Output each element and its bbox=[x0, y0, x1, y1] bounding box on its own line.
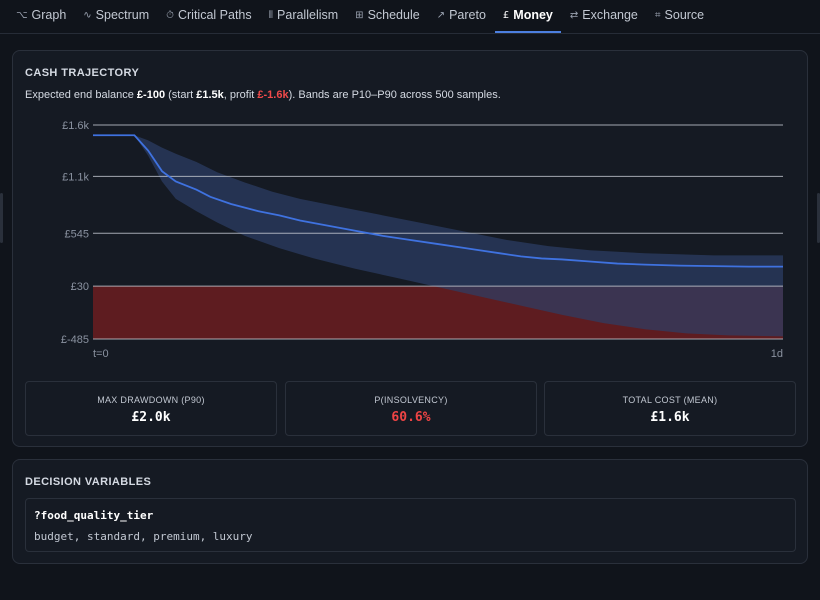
hash-icon: ⌗ bbox=[654, 9, 661, 21]
median-line bbox=[93, 134, 783, 268]
stat-max-drawdown: MAX DRAWDOWN (P90) £2.0k bbox=[25, 381, 277, 436]
bars-icon: ⦀ bbox=[268, 9, 274, 21]
y-tick-label: £545 bbox=[65, 228, 89, 240]
cash-trajectory-chart: £1.6k £1.1k £545 £30 £-485 t=0 1d bbox=[61, 120, 783, 360]
stat-label: P(INSOLVENCY) bbox=[374, 395, 448, 405]
tab-label: Source bbox=[664, 8, 705, 22]
arrow-up-right-icon: ↗ bbox=[436, 9, 446, 21]
stat-value: £2.0k bbox=[131, 410, 171, 425]
end-balance-value: £-100 bbox=[136, 89, 166, 101]
tab-label: Graph bbox=[31, 8, 67, 22]
variable-options: budget, standard, premium, luxury bbox=[34, 530, 253, 543]
desc-text: (start bbox=[165, 89, 197, 101]
tab-bar: ⌥ Graph ∿ Spectrum ⏱ Critical Paths ⦀ Parall… bbox=[0, 0, 820, 34]
tab-graph[interactable]: ⌥ Graph bbox=[8, 0, 74, 33]
desc-text: ). Bands are P10–P90 across 500 samples. bbox=[288, 89, 501, 101]
stat-label: MAX DRAWDOWN (P90) bbox=[97, 395, 205, 405]
stat-value: £1.6k bbox=[650, 410, 690, 425]
cash-description: Expected end balance £-100 (start £1.5k,… bbox=[25, 89, 501, 101]
desc-text: , profit bbox=[223, 89, 258, 101]
tab-parallelism[interactable]: ⦀ Parallelism bbox=[261, 0, 347, 33]
branch-icon: ⌥ bbox=[16, 9, 28, 21]
swap-icon: ⇄ bbox=[569, 9, 579, 21]
stat-value: 60.6% bbox=[391, 410, 431, 425]
tab-spectrum[interactable]: ∿ Spectrum bbox=[75, 0, 157, 33]
tab-exchange[interactable]: ⇄ Exchange bbox=[562, 0, 646, 33]
x-start-label: t=0 bbox=[93, 348, 109, 360]
stopwatch-icon: ⏱ bbox=[166, 9, 174, 21]
stat-label: TOTAL COST (MEAN) bbox=[622, 395, 718, 405]
start-balance-value: £1.5k bbox=[196, 89, 224, 101]
stat-insolvency: P(INSOLVENCY) 60.6% bbox=[285, 381, 537, 436]
y-tick-label: £30 bbox=[71, 281, 89, 293]
decision-variable-card[interactable]: ?food_quality_tier budget, standard, pre… bbox=[25, 498, 796, 552]
y-tick-label: £-485 bbox=[61, 334, 89, 346]
left-edge-handle bbox=[0, 193, 3, 243]
grid-icon: ⊞ bbox=[355, 9, 364, 21]
x-end-label: 1d bbox=[771, 348, 783, 360]
tab-label: Spectrum bbox=[95, 8, 150, 22]
tab-schedule[interactable]: ⊞ Schedule bbox=[347, 0, 428, 33]
stat-total-cost: TOTAL COST (MEAN) £1.6k bbox=[544, 381, 796, 436]
panel-title: DECISION VARIABLES bbox=[25, 476, 152, 488]
tab-source[interactable]: ⌗ Source bbox=[647, 0, 712, 33]
right-edge-handle bbox=[817, 193, 820, 243]
tab-label: Money bbox=[513, 8, 553, 22]
tab-pareto[interactable]: ↗ Pareto bbox=[429, 0, 494, 33]
cash-trajectory-panel: CASH TRAJECTORY Expected end balance £-1… bbox=[12, 50, 808, 447]
y-tick-label: £1.6k bbox=[62, 120, 89, 132]
tab-label: Pareto bbox=[449, 8, 486, 22]
y-tick-label: £1.1k bbox=[62, 171, 89, 183]
tab-label: Schedule bbox=[367, 8, 420, 22]
desc-text: Expected end balance bbox=[25, 89, 137, 101]
tab-critical-paths[interactable]: ⏱ Critical Paths bbox=[158, 0, 259, 33]
tab-money[interactable]: £ Money bbox=[494, 0, 561, 33]
decision-variables-panel: DECISION VARIABLES ?food_quality_tier bu… bbox=[12, 459, 808, 564]
panel-title: CASH TRAJECTORY bbox=[25, 67, 140, 79]
pound-icon: £ bbox=[502, 9, 510, 21]
profit-value: £-1.6k bbox=[257, 89, 289, 101]
tab-label: Exchange bbox=[582, 8, 638, 22]
tab-label: Critical Paths bbox=[177, 8, 252, 22]
tab-label: Parallelism bbox=[277, 8, 339, 22]
variable-name: ?food_quality_tier bbox=[34, 509, 154, 522]
wave-icon: ∿ bbox=[83, 9, 92, 21]
